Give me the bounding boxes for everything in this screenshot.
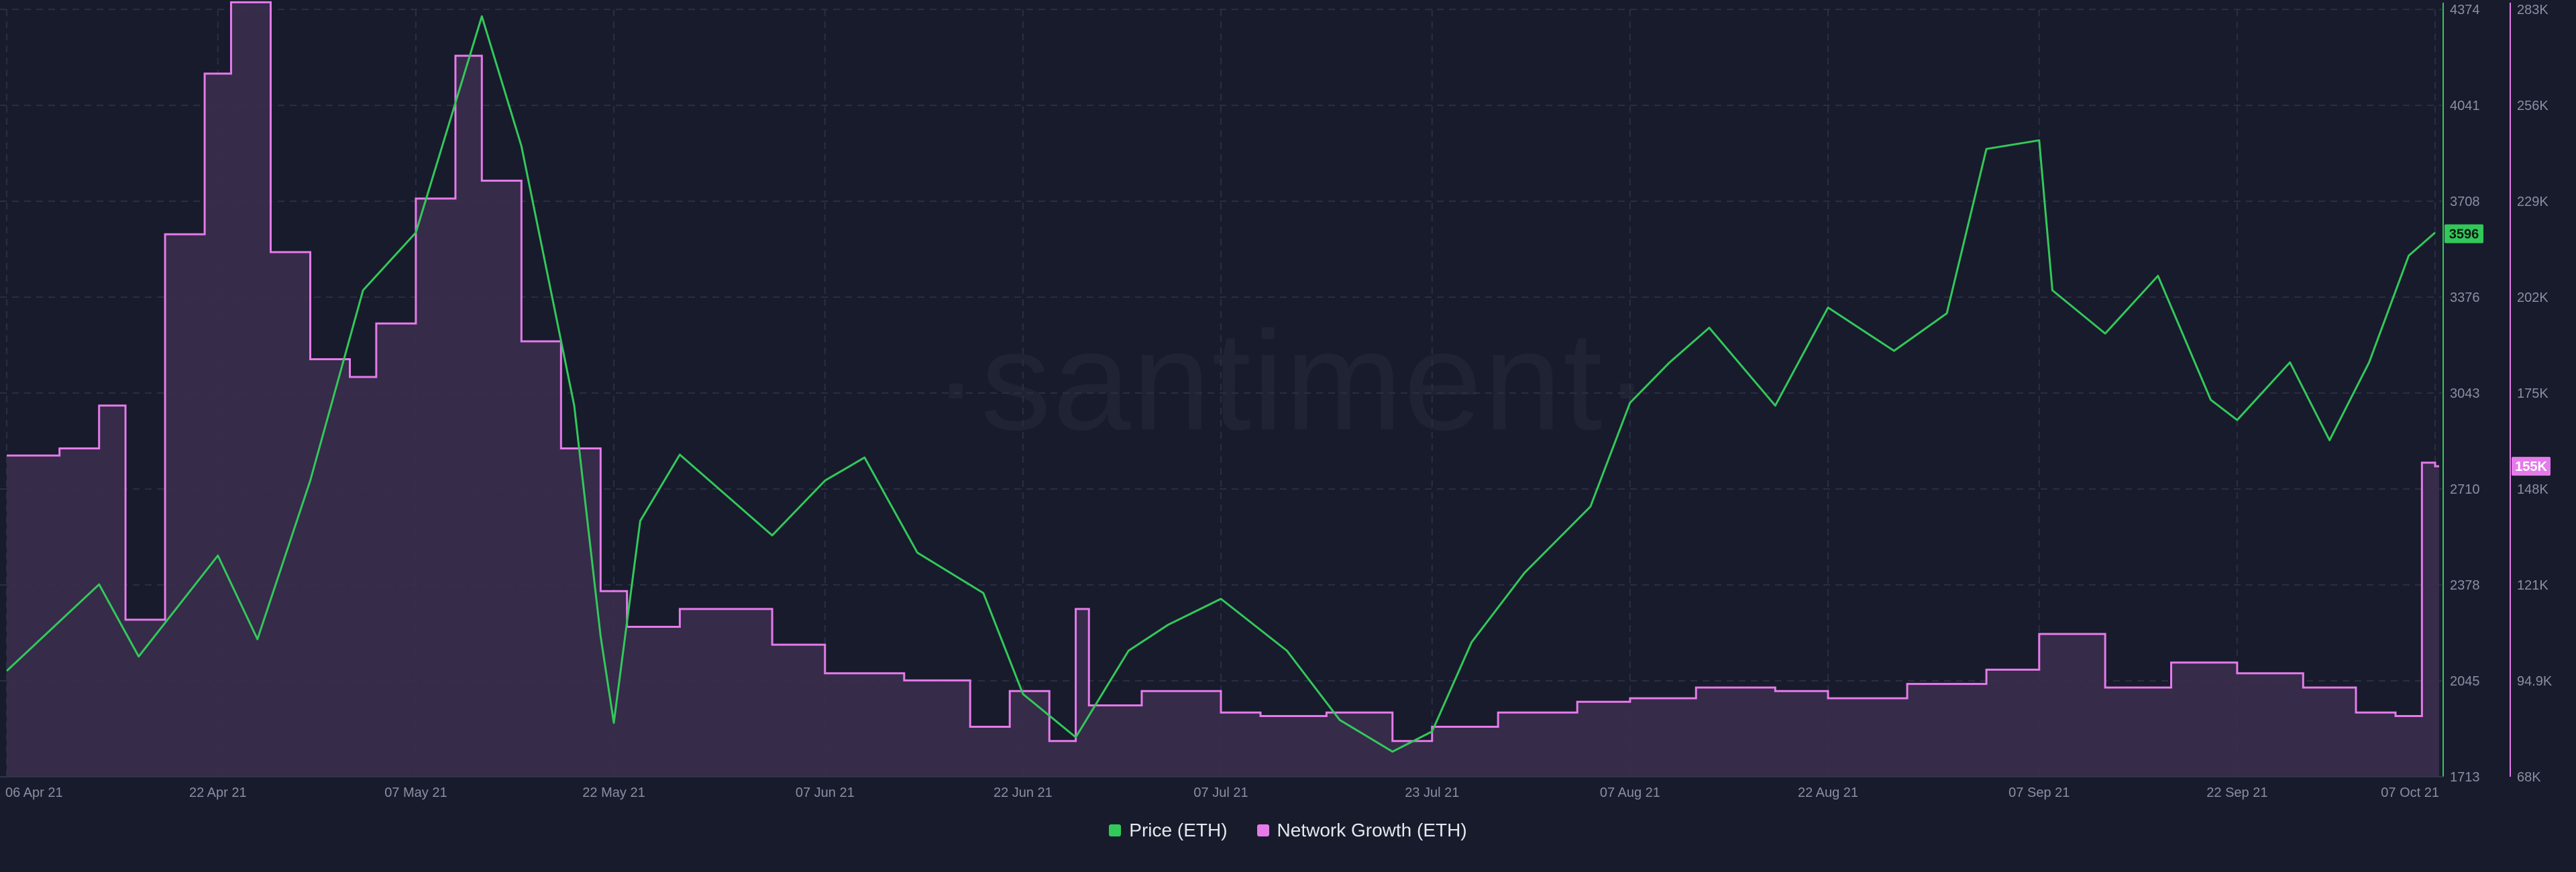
x-tick-label: 07 Jul 21	[1193, 785, 1248, 800]
network-axis-ticks: 283K 256K 229K 202K 175K 148K 121K 94.9K 68K	[2517, 3, 2553, 785]
x-tick-label: 07 Oct 21	[2381, 785, 2439, 800]
network-current-badge-text: 155K	[2515, 459, 2547, 474]
x-tick-label: 22 Jun 21	[994, 785, 1053, 800]
network-tick-label: 256K	[2517, 99, 2548, 113]
price-tick-label: 2378	[2450, 578, 2480, 593]
legend-item-price[interactable]: Price (ETH)	[1109, 820, 1228, 841]
price-tick-label: 4041	[2450, 99, 2480, 113]
price-tick-label: 1713	[2450, 770, 2480, 785]
network-tick-label: 121K	[2517, 578, 2548, 593]
x-tick-label: 07 May 21	[384, 785, 447, 800]
network-tick-label: 202K	[2517, 290, 2548, 305]
legend-item-network-growth[interactable]: Network Growth (ETH)	[1256, 820, 1467, 841]
x-tick-label: 07 Aug 21	[1600, 785, 1660, 800]
x-tick-label: 22 Apr 21	[189, 785, 247, 800]
x-tick-label: 22 Aug 21	[1798, 785, 1858, 800]
axes	[0, 3, 2511, 777]
network-tick-label: 229K	[2517, 195, 2548, 209]
price-current-badge-text: 3596	[2449, 227, 2479, 241]
price-tick-label: 3708	[2450, 195, 2480, 209]
network-tick-label: 68K	[2517, 770, 2541, 785]
price-tick-label: 3376	[2450, 290, 2480, 305]
network-tick-label: 148K	[2517, 482, 2548, 497]
current-value-badges: 3596 155K	[2445, 224, 2551, 476]
price-tick-label: 3043	[2450, 386, 2480, 401]
network-current-badge	[2512, 457, 2551, 476]
legend-label-price: Price (ETH)	[1129, 820, 1228, 840]
legend: Price (ETH) Network Growth (ETH)	[0, 820, 2576, 841]
network-tick-label: 175K	[2517, 386, 2548, 401]
x-axis-ticks: 06 Apr 21 22 Apr 21 07 May 21 22 May 21 07 J…	[5, 785, 2439, 800]
x-tick-label: 07 Sep 21	[2008, 785, 2070, 800]
network-growth-area	[7, 2, 2439, 777]
price-tick-label: 4374	[2450, 3, 2480, 17]
x-tick-label: 07 Jun 21	[796, 785, 855, 800]
price-swatch-icon	[1109, 824, 1122, 836]
price-current-badge	[2445, 224, 2483, 243]
x-tick-label: 23 Jul 21	[1405, 785, 1459, 800]
price-tick-label: 2045	[2450, 674, 2480, 689]
x-tick-label: 06 Apr 21	[5, 785, 63, 800]
x-tick-label: 22 May 21	[582, 785, 645, 800]
price-layer	[5, 15, 2436, 753]
price-tick-label: 2710	[2450, 482, 2480, 497]
legend-label-network-growth: Network Growth (ETH)	[1277, 820, 1467, 840]
network-growth-swatch-icon	[1256, 824, 1269, 836]
network-tick-label: 94.9K	[2517, 674, 2553, 689]
network-growth-layer	[7, 1, 2439, 777]
x-tick-label: 22 Sep 21	[2206, 785, 2267, 800]
network-tick-label: 283K	[2517, 3, 2548, 17]
price-axis-ticks: 4374 4041 3708 3376 3043 2710 2378 2045 1713	[2450, 3, 2480, 785]
network-growth-line	[7, 1, 2439, 743]
santiment-watermark: ·santiment·	[932, 302, 1652, 459]
price-line	[5, 15, 2436, 753]
